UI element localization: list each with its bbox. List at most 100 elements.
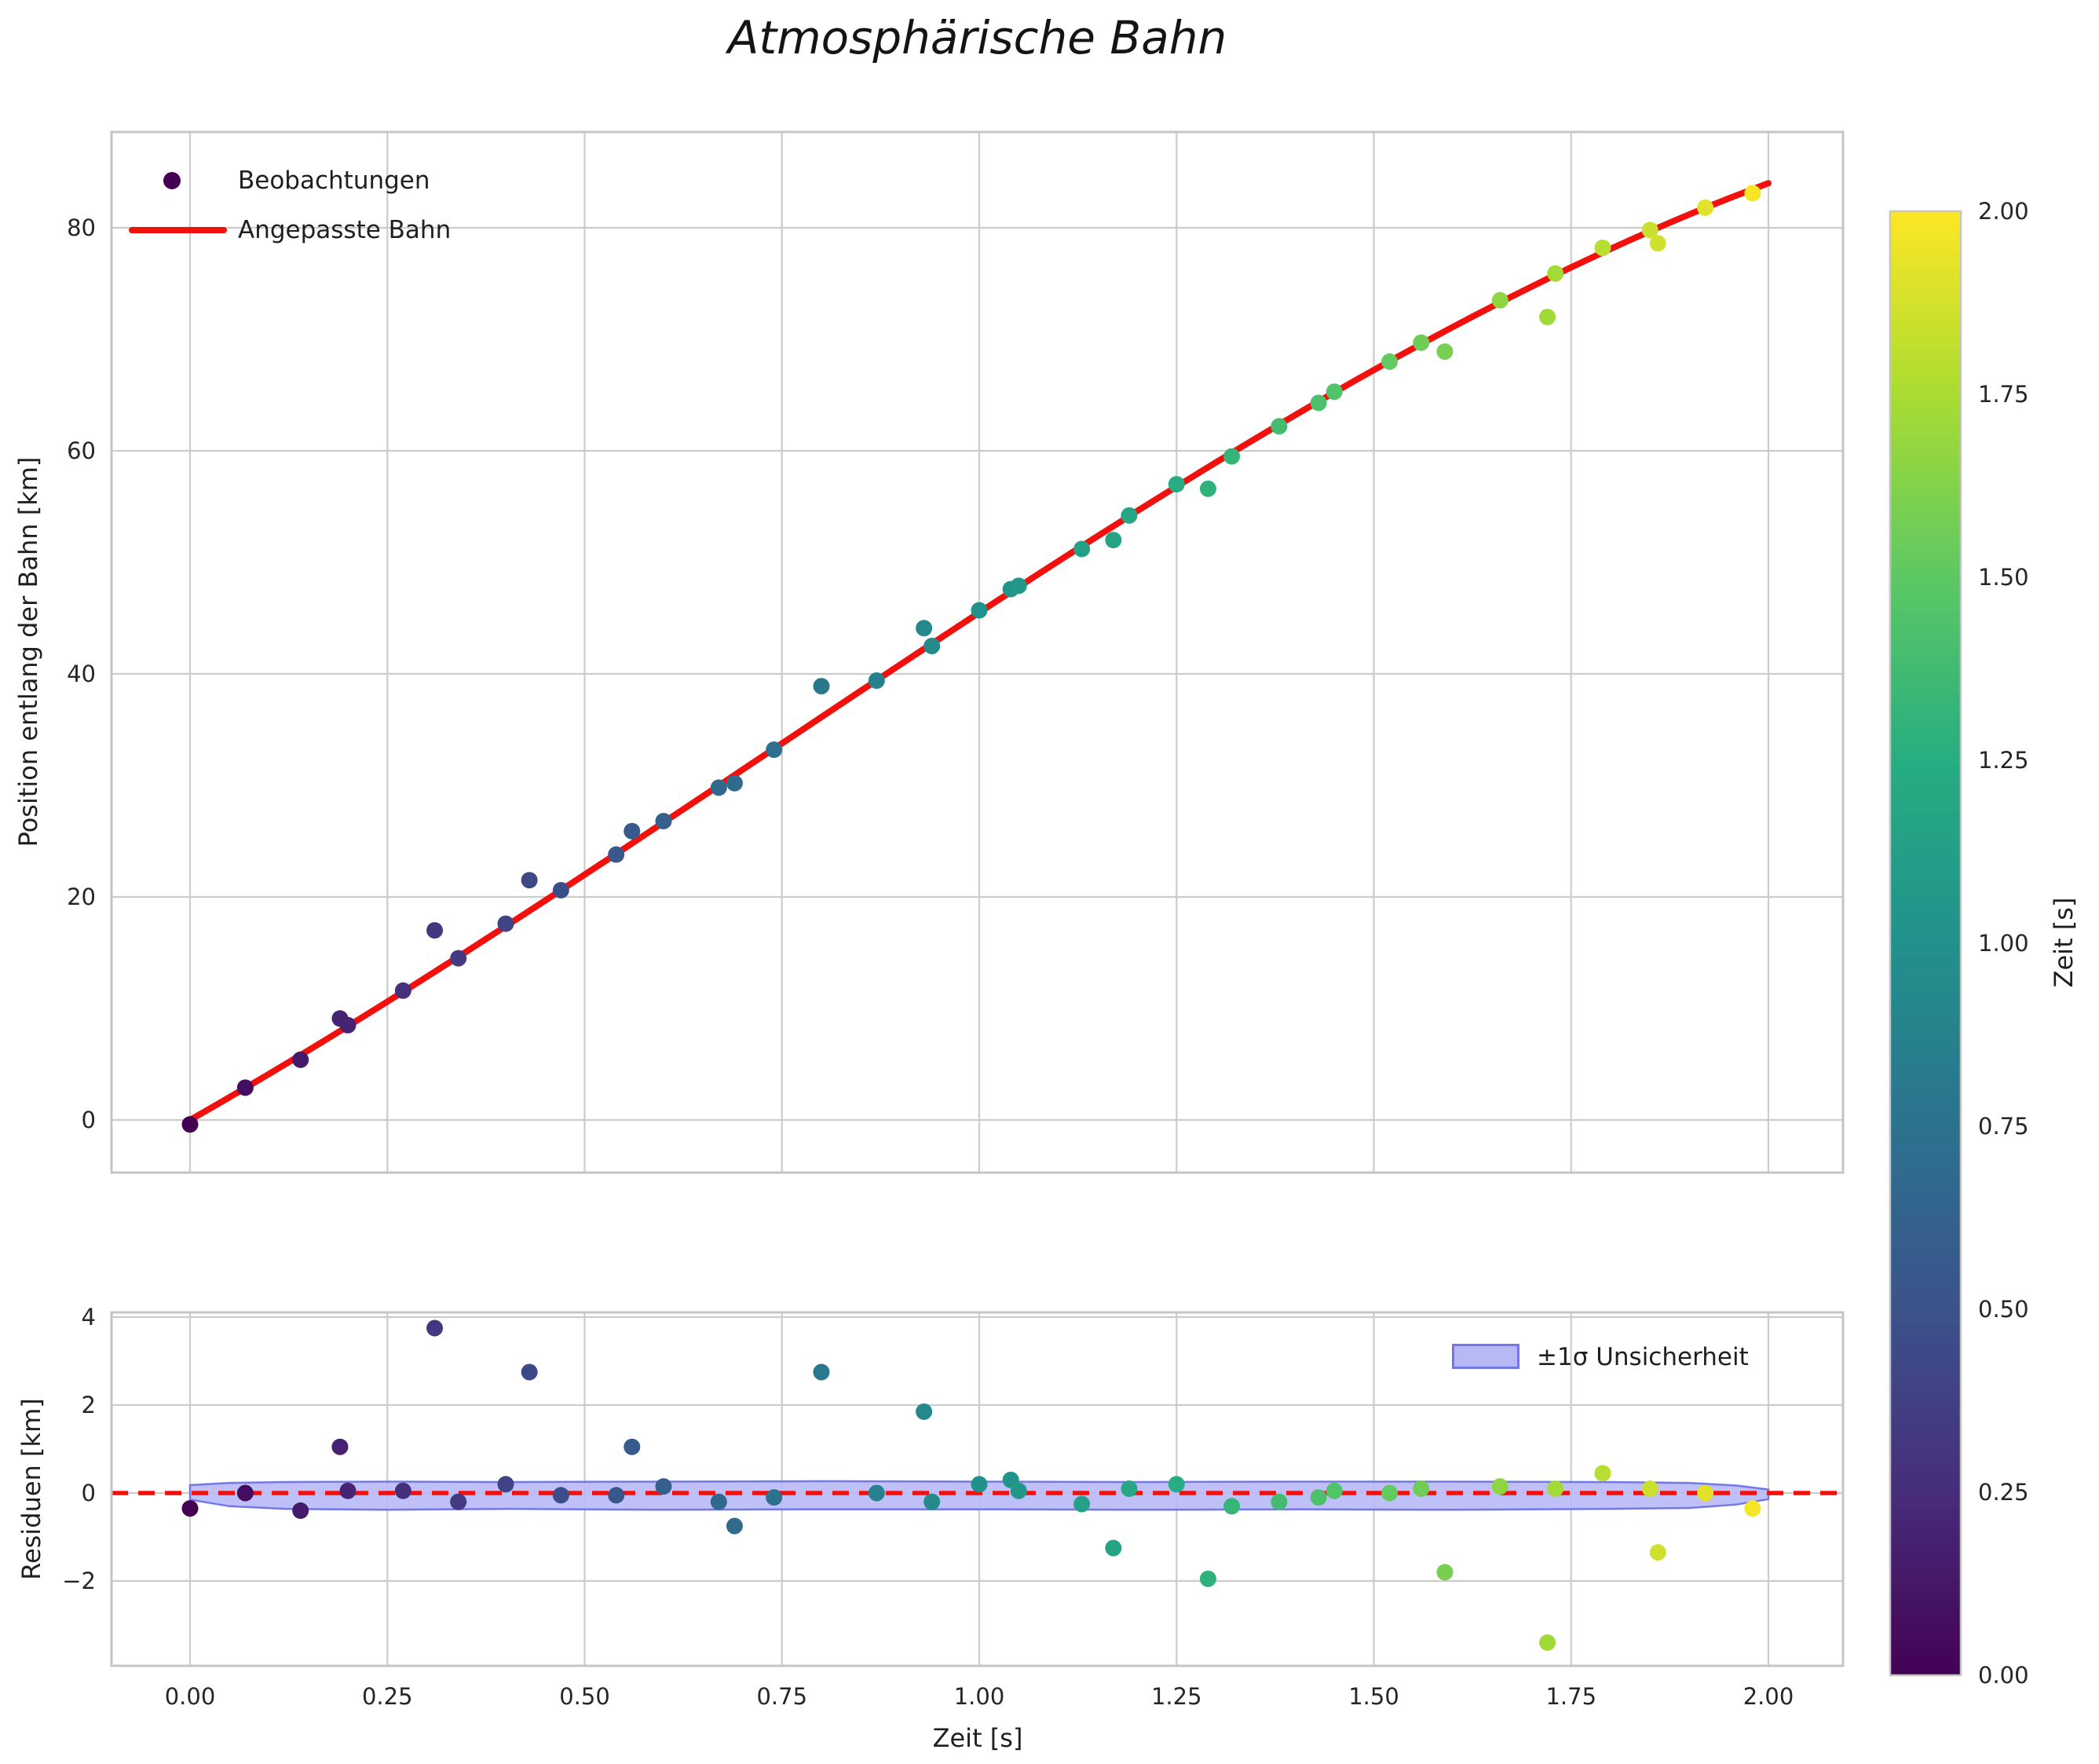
- residual-point: [1310, 1489, 1327, 1506]
- top-ytick-label: 80: [67, 214, 96, 241]
- observation-point: [1271, 418, 1288, 435]
- residual-point: [394, 1482, 411, 1499]
- residual-point: [1271, 1493, 1288, 1510]
- observation-point: [236, 1079, 254, 1096]
- residual-point: [608, 1487, 625, 1504]
- residual-points: [181, 1319, 1761, 1651]
- colorbar-tick-label: 1.00: [1978, 930, 2029, 957]
- residual-point: [655, 1478, 672, 1495]
- xtick-label: 1.50: [1348, 1683, 1399, 1710]
- observation-point: [1168, 476, 1185, 493]
- top-ytick-label: 20: [67, 884, 96, 910]
- observation-point: [813, 678, 830, 695]
- observation-point: [1491, 291, 1508, 309]
- xtick-label: 1.25: [1150, 1683, 1202, 1710]
- residual-point: [1168, 1476, 1185, 1493]
- observation-point: [1539, 309, 1556, 326]
- legend-label-observations: Beobachtungen: [238, 167, 430, 195]
- residual-point: [497, 1476, 514, 1493]
- observation-point: [1223, 448, 1241, 465]
- residual-point: [521, 1363, 538, 1381]
- observation-point: [868, 672, 885, 690]
- observation-points: [181, 185, 1761, 1133]
- legend-marker-observations: [163, 172, 181, 189]
- observation-point: [1744, 185, 1761, 202]
- observation-point: [1649, 235, 1666, 252]
- observation-point: [1326, 383, 1343, 401]
- residual-point: [426, 1319, 444, 1337]
- xtick-label: 0.75: [756, 1683, 808, 1710]
- residual-point: [1413, 1480, 1430, 1497]
- xlabel: Zeit [s]: [932, 1723, 1023, 1753]
- residual-point: [623, 1438, 641, 1455]
- observation-point: [1073, 540, 1091, 558]
- residual-point: [1641, 1480, 1658, 1497]
- residual-point: [916, 1403, 933, 1420]
- colorbar-label: Zeit [s]: [2049, 897, 2079, 988]
- observation-point: [497, 915, 514, 932]
- xtick-label: 0.25: [361, 1683, 413, 1710]
- top-ylabel: Position entlang der Bahn [km]: [13, 456, 43, 847]
- observation-point: [710, 779, 727, 796]
- observation-point: [292, 1051, 309, 1068]
- residual-point: [766, 1489, 783, 1506]
- colorbar-tick-label: 1.75: [1978, 381, 2029, 408]
- residual-point: [181, 1500, 199, 1517]
- chart-title: Atmosphärische Bahn: [727, 11, 1227, 64]
- residual-point: [1326, 1482, 1343, 1499]
- residual-point: [1539, 1634, 1556, 1651]
- residual-point: [331, 1438, 349, 1455]
- residual-point: [1436, 1564, 1454, 1581]
- observation-point: [181, 1116, 199, 1133]
- observation-point: [623, 822, 641, 840]
- colorbar-tick-label: 0.25: [1978, 1479, 2029, 1506]
- residual-point: [1010, 1482, 1027, 1499]
- residual-point: [726, 1517, 743, 1535]
- observation-point: [552, 881, 569, 898]
- residual-point: [236, 1484, 254, 1502]
- legend-marker-uncertainty-band: [1452, 1344, 1519, 1369]
- residual-point: [1649, 1544, 1666, 1561]
- colorbar-tick-label: 1.50: [1978, 564, 2029, 591]
- observation-point: [450, 950, 467, 967]
- residual-point: [1121, 1480, 1138, 1497]
- observation-point: [426, 922, 444, 939]
- residual-point: [1073, 1495, 1091, 1513]
- legend-label-fit: Angepasste Bahn: [238, 216, 452, 244]
- residual-point: [1491, 1478, 1508, 1495]
- observation-point: [1381, 353, 1399, 370]
- colorbar-tick-label: 0.00: [1978, 1662, 2029, 1689]
- observation-point: [1436, 343, 1454, 360]
- gridlines: [112, 132, 1843, 1666]
- observation-point: [1105, 532, 1122, 549]
- observation-point: [1121, 507, 1138, 524]
- colorbar-tick-label: 1.25: [1978, 747, 2029, 774]
- residual-point: [971, 1476, 988, 1493]
- top-axes-frame: [110, 130, 1845, 1174]
- residual-ylabel: Residuen [km]: [16, 1398, 46, 1580]
- observation-point: [1594, 240, 1611, 257]
- xtick-label: 0.00: [164, 1683, 216, 1710]
- residual-point: [923, 1493, 941, 1510]
- xtick-label: 0.50: [559, 1683, 610, 1710]
- observation-point: [608, 846, 625, 863]
- observation-point: [1199, 480, 1216, 497]
- residual-point: [339, 1482, 357, 1499]
- residual-point: [813, 1363, 830, 1381]
- residual-point: [1223, 1498, 1241, 1515]
- legend-marker-fit-line: [129, 227, 227, 233]
- observation-point: [1413, 334, 1430, 351]
- residual-ytick-label: 2: [81, 1392, 96, 1418]
- residual-point: [450, 1493, 467, 1510]
- observation-point: [726, 774, 743, 792]
- colorbar-tick-label: 0.50: [1978, 1296, 2029, 1323]
- colorbar-tick-label: 2.00: [1978, 198, 2029, 225]
- observation-point: [766, 741, 783, 759]
- observation-point: [394, 982, 411, 999]
- colorbar-tick-label: 0.75: [1978, 1113, 2029, 1140]
- residual-point: [1744, 1500, 1761, 1517]
- residual-point: [1381, 1484, 1399, 1502]
- residual-point: [710, 1493, 727, 1510]
